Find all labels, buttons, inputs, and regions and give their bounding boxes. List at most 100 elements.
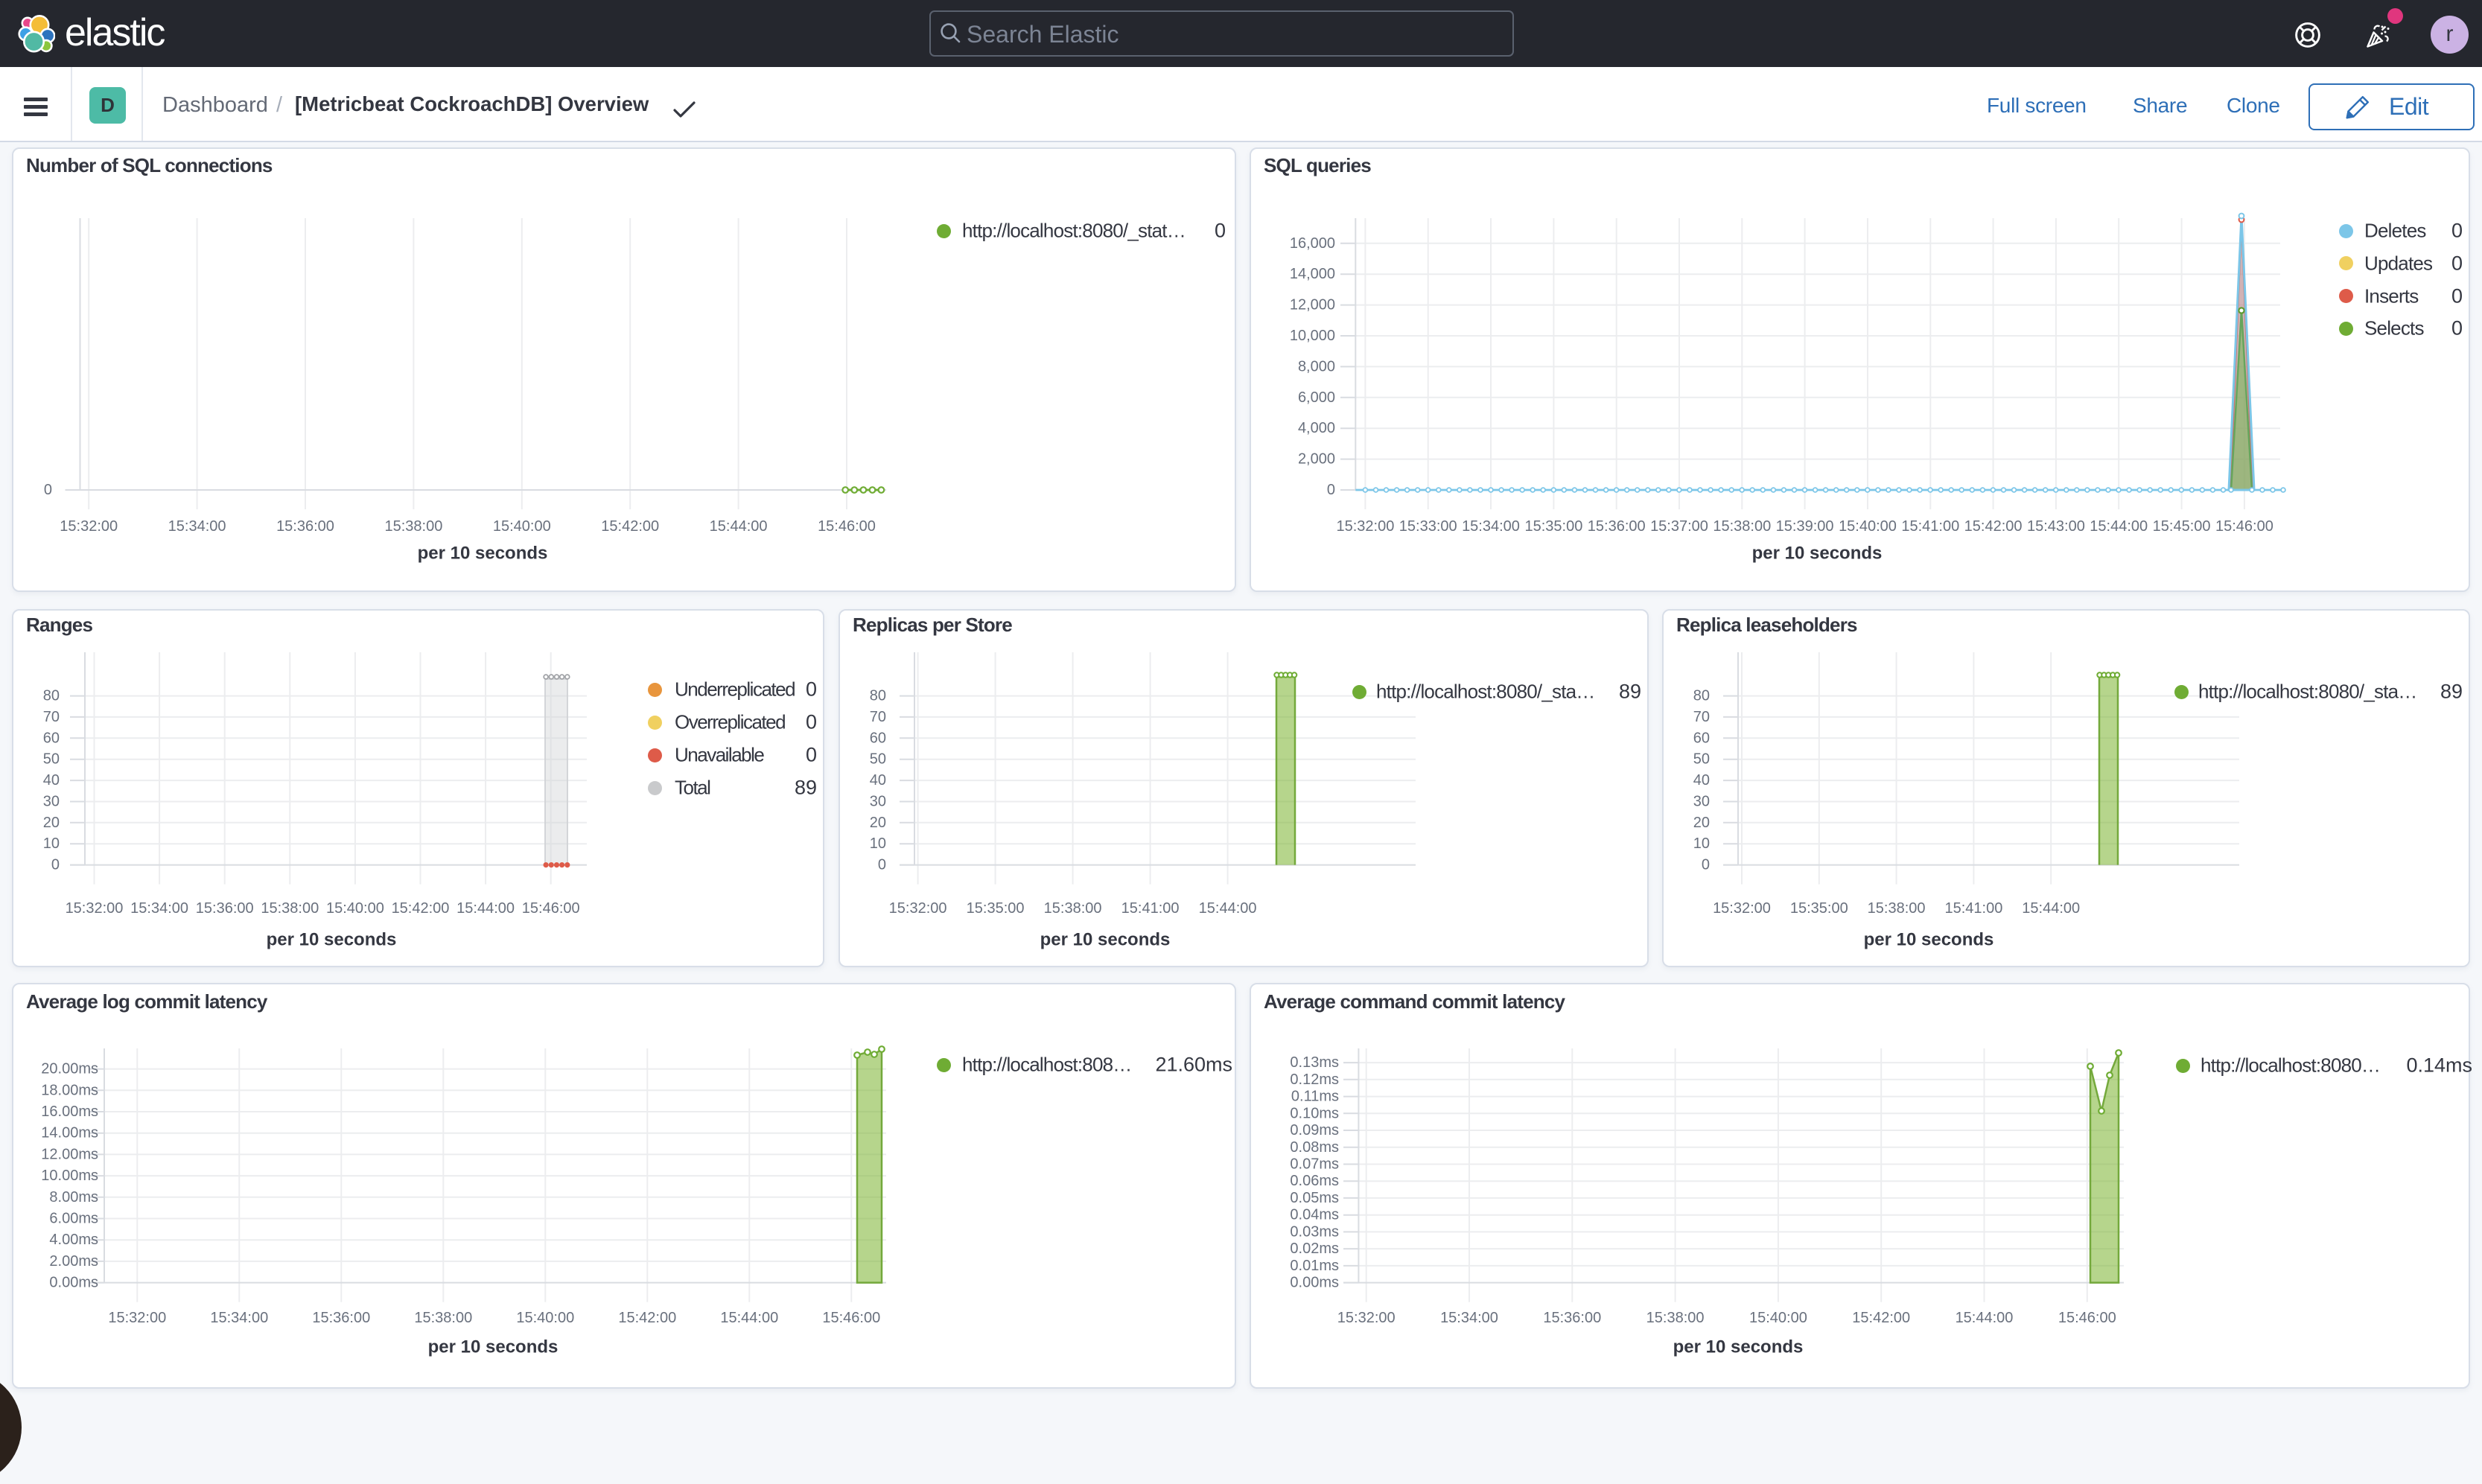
svg-text:40: 40 <box>43 772 60 789</box>
svg-text:0: 0 <box>1702 857 1710 873</box>
svg-text:2,000: 2,000 <box>1298 451 1335 468</box>
svg-text:15:46:00: 15:46:00 <box>2215 518 2273 535</box>
svg-text:0.00ms: 0.00ms <box>1290 1275 1339 1291</box>
svg-text:15:36:00: 15:36:00 <box>276 518 334 535</box>
svg-text:per 10 seconds: per 10 seconds <box>418 544 548 564</box>
svg-text:15:41:00: 15:41:00 <box>1944 900 2002 917</box>
svg-text:15:40:00: 15:40:00 <box>1839 518 1897 535</box>
svg-text:0.10ms: 0.10ms <box>1290 1105 1339 1121</box>
svg-text:15:44:00: 15:44:00 <box>720 1310 778 1326</box>
svg-text:per 10 seconds: per 10 seconds <box>267 930 397 950</box>
svg-text:15:40:00: 15:40:00 <box>1749 1310 1807 1326</box>
svg-text:15:38:00: 15:38:00 <box>1868 900 1926 917</box>
svg-text:0.07ms: 0.07ms <box>1290 1156 1339 1173</box>
svg-text:15:32:00: 15:32:00 <box>1713 900 1771 917</box>
svg-text:15:44:00: 15:44:00 <box>2022 900 2080 917</box>
svg-text:40: 40 <box>1693 772 1710 789</box>
svg-text:70: 70 <box>1693 709 1710 725</box>
svg-text:20: 20 <box>870 815 886 831</box>
svg-text:15:33:00: 15:33:00 <box>1399 518 1457 535</box>
svg-text:30: 30 <box>870 794 886 810</box>
svg-text:15:38:00: 15:38:00 <box>1713 518 1771 535</box>
svg-text:0: 0 <box>878 857 886 873</box>
svg-text:15:38:00: 15:38:00 <box>261 900 319 917</box>
svg-text:0.02ms: 0.02ms <box>1290 1241 1339 1257</box>
svg-text:15:44:00: 15:44:00 <box>1199 900 1257 917</box>
svg-text:20.00ms: 20.00ms <box>41 1061 98 1077</box>
svg-text:20: 20 <box>1693 815 1710 831</box>
svg-text:70: 70 <box>870 709 886 725</box>
svg-text:15:42:00: 15:42:00 <box>392 900 450 917</box>
svg-text:14.00ms: 14.00ms <box>41 1125 98 1141</box>
svg-text:8,000: 8,000 <box>1298 358 1335 375</box>
svg-text:15:32:00: 15:32:00 <box>889 900 947 917</box>
svg-text:15:34:00: 15:34:00 <box>1462 518 1520 535</box>
svg-text:0.05ms: 0.05ms <box>1290 1190 1339 1206</box>
svg-text:15:42:00: 15:42:00 <box>618 1310 676 1326</box>
svg-text:15:32:00: 15:32:00 <box>60 518 118 535</box>
svg-text:15:37:00: 15:37:00 <box>1650 518 1708 535</box>
svg-text:15:42:00: 15:42:00 <box>1964 518 2023 535</box>
svg-text:0.08ms: 0.08ms <box>1290 1139 1339 1156</box>
svg-text:per 10 seconds: per 10 seconds <box>428 1337 559 1357</box>
svg-text:15:44:00: 15:44:00 <box>2090 518 2148 535</box>
svg-text:80: 80 <box>870 688 886 704</box>
svg-text:15:36:00: 15:36:00 <box>1588 518 1646 535</box>
svg-text:15:44:00: 15:44:00 <box>710 518 768 535</box>
svg-text:0.13ms: 0.13ms <box>1290 1054 1339 1071</box>
svg-text:15:42:00: 15:42:00 <box>1852 1310 1910 1326</box>
svg-text:per 10 seconds: per 10 seconds <box>1752 544 1883 564</box>
svg-text:15:46:00: 15:46:00 <box>818 518 876 535</box>
svg-text:15:45:00: 15:45:00 <box>2153 518 2211 535</box>
svg-text:10: 10 <box>1693 835 1710 852</box>
svg-text:10,000: 10,000 <box>1290 328 1335 344</box>
svg-text:10.00ms: 10.00ms <box>41 1168 98 1184</box>
svg-text:15:46:00: 15:46:00 <box>2058 1310 2116 1326</box>
svg-text:15:32:00: 15:32:00 <box>66 900 124 917</box>
svg-text:15:34:00: 15:34:00 <box>168 518 226 535</box>
svg-text:15:46:00: 15:46:00 <box>522 900 580 917</box>
svg-text:15:32:00: 15:32:00 <box>1337 1310 1396 1326</box>
svg-text:50: 50 <box>43 751 60 768</box>
svg-text:per 10 seconds: per 10 seconds <box>1864 930 1994 950</box>
svg-text:30: 30 <box>1693 794 1710 810</box>
svg-text:15:46:00: 15:46:00 <box>822 1310 880 1326</box>
svg-text:10: 10 <box>870 835 886 852</box>
svg-text:15:35:00: 15:35:00 <box>1524 518 1582 535</box>
svg-text:15:41:00: 15:41:00 <box>1901 518 1959 535</box>
svg-text:0.04ms: 0.04ms <box>1290 1207 1339 1223</box>
svg-text:0: 0 <box>51 857 60 873</box>
svg-text:15:38:00: 15:38:00 <box>1044 900 1102 917</box>
svg-text:60: 60 <box>43 730 60 746</box>
svg-text:50: 50 <box>870 751 886 768</box>
svg-text:40: 40 <box>870 772 886 789</box>
svg-text:15:44:00: 15:44:00 <box>456 900 515 917</box>
svg-text:15:44:00: 15:44:00 <box>1956 1310 2014 1326</box>
svg-text:15:36:00: 15:36:00 <box>196 900 254 917</box>
svg-text:50: 50 <box>1693 751 1710 768</box>
svg-text:6.00ms: 6.00ms <box>49 1211 98 1227</box>
svg-text:4,000: 4,000 <box>1298 420 1335 436</box>
svg-text:20: 20 <box>43 815 60 831</box>
svg-text:0.09ms: 0.09ms <box>1290 1122 1339 1139</box>
svg-text:0.03ms: 0.03ms <box>1290 1223 1339 1240</box>
svg-text:0.06ms: 0.06ms <box>1290 1173 1339 1189</box>
svg-text:per 10 seconds: per 10 seconds <box>1040 930 1171 950</box>
svg-text:16.00ms: 16.00ms <box>41 1104 98 1120</box>
svg-text:0: 0 <box>1327 482 1335 498</box>
svg-text:15:38:00: 15:38:00 <box>1646 1310 1705 1326</box>
svg-text:80: 80 <box>1693 688 1710 704</box>
svg-text:15:32:00: 15:32:00 <box>108 1310 166 1326</box>
svg-text:15:36:00: 15:36:00 <box>1543 1310 1601 1326</box>
svg-text:4.00ms: 4.00ms <box>49 1232 98 1248</box>
svg-text:15:40:00: 15:40:00 <box>493 518 551 535</box>
svg-text:0.00ms: 0.00ms <box>49 1275 98 1291</box>
svg-text:0: 0 <box>44 482 52 498</box>
svg-text:15:34:00: 15:34:00 <box>1440 1310 1498 1326</box>
svg-text:2.00ms: 2.00ms <box>49 1253 98 1270</box>
svg-text:15:41:00: 15:41:00 <box>1121 900 1180 917</box>
svg-text:80: 80 <box>43 688 60 704</box>
svg-text:15:35:00: 15:35:00 <box>967 900 1025 917</box>
svg-text:8.00ms: 8.00ms <box>49 1189 98 1206</box>
svg-text:70: 70 <box>43 709 60 725</box>
